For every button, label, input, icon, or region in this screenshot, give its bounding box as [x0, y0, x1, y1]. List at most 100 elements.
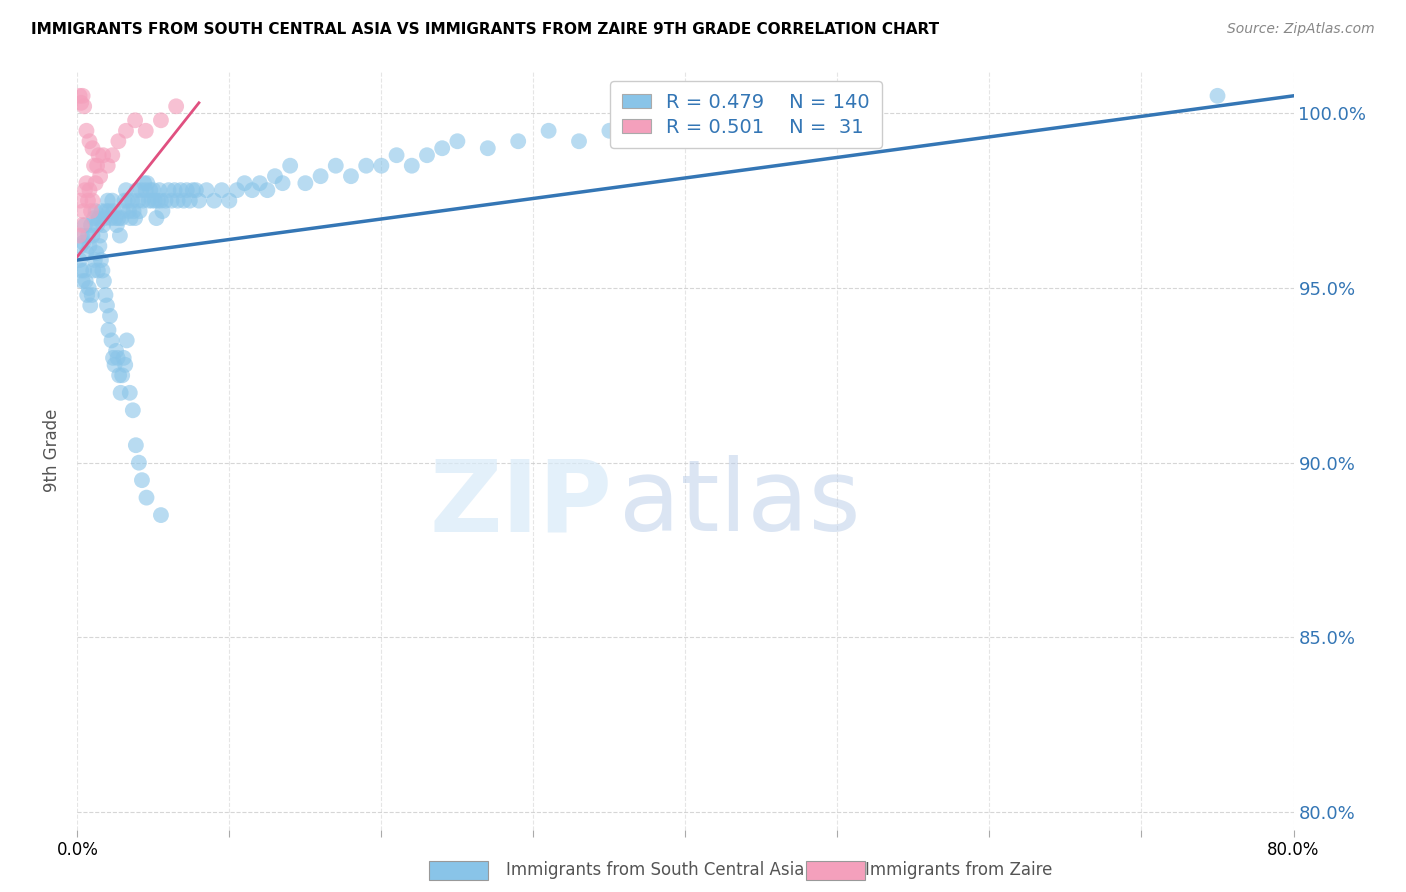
Point — [87, 148, 110, 162]
Point — [115, 183, 138, 197]
Point — [101, 351, 124, 365]
Point — [79, 183, 101, 197]
Point — [89, 239, 111, 253]
Point — [129, 183, 152, 197]
Point — [294, 176, 316, 190]
Point — [83, 253, 105, 268]
Point — [416, 148, 439, 162]
Point — [1206, 88, 1229, 103]
Point — [170, 183, 193, 197]
Point — [79, 134, 101, 148]
Text: atlas: atlas — [619, 455, 860, 552]
Point — [101, 194, 124, 208]
Point — [568, 134, 591, 148]
Point — [173, 194, 195, 208]
Point — [325, 159, 347, 173]
Point — [73, 99, 96, 113]
Text: IMMIGRANTS FROM SOUTH CENTRAL ASIA VS IMMIGRANTS FROM ZAIRE 9TH GRADE CORRELATIO: IMMIGRANTS FROM SOUTH CENTRAL ASIA VS IM… — [31, 22, 939, 37]
Point — [80, 218, 103, 232]
Point — [97, 194, 120, 208]
Point — [77, 281, 100, 295]
Point — [136, 176, 159, 190]
Point — [131, 473, 153, 487]
Point — [103, 204, 125, 219]
Point — [75, 246, 97, 260]
Point — [628, 113, 651, 128]
Point — [91, 218, 114, 232]
Point — [128, 456, 150, 470]
Point — [128, 204, 150, 219]
Point — [69, 88, 91, 103]
Point — [139, 183, 162, 197]
Point — [142, 183, 165, 197]
Point — [278, 159, 301, 173]
Point — [80, 204, 103, 219]
Point — [97, 323, 120, 337]
Point — [117, 194, 139, 208]
Point — [181, 183, 204, 197]
Point — [107, 134, 129, 148]
Point — [149, 113, 172, 128]
Point — [82, 263, 104, 277]
Legend: R = 0.479    N = 140, R = 0.501    N =  31: R = 0.479 N = 140, R = 0.501 N = 31 — [610, 81, 882, 148]
Point — [111, 204, 134, 219]
Point — [157, 183, 180, 197]
Point — [105, 218, 128, 232]
Point — [72, 88, 94, 103]
Point — [149, 508, 172, 522]
Point — [82, 194, 104, 208]
Point — [70, 263, 93, 277]
Text: Immigrants from Zaire: Immigrants from Zaire — [865, 861, 1052, 879]
Point — [72, 274, 94, 288]
Point — [385, 148, 408, 162]
Point — [98, 309, 121, 323]
Point — [401, 159, 423, 173]
Point — [145, 211, 167, 226]
Point — [112, 351, 135, 365]
Point — [104, 211, 127, 226]
Point — [135, 183, 157, 197]
Point — [89, 228, 111, 243]
Y-axis label: 9th Grade: 9th Grade — [44, 409, 62, 492]
Point — [91, 148, 114, 162]
Text: Source: ZipAtlas.com: Source: ZipAtlas.com — [1227, 22, 1375, 37]
Point — [101, 148, 124, 162]
Point — [163, 183, 186, 197]
Point — [264, 169, 287, 184]
Point — [152, 204, 174, 219]
Point — [73, 218, 96, 232]
Point — [108, 228, 131, 243]
Point — [115, 124, 138, 138]
Point — [107, 211, 129, 226]
Point — [121, 403, 143, 417]
Point — [146, 194, 169, 208]
Point — [96, 204, 118, 219]
Point — [271, 176, 294, 190]
Point — [780, 113, 803, 128]
Point — [84, 204, 107, 219]
Point — [430, 141, 453, 155]
Point — [93, 211, 115, 226]
Point — [82, 228, 104, 243]
Point — [80, 288, 103, 302]
Point — [83, 211, 105, 226]
Point — [675, 124, 697, 138]
Point — [73, 263, 96, 277]
Point — [127, 194, 149, 208]
Point — [70, 218, 93, 232]
Point — [179, 194, 201, 208]
Point — [309, 169, 332, 184]
Point — [73, 183, 96, 197]
Point — [96, 298, 118, 312]
Point — [125, 438, 148, 452]
Point — [110, 385, 132, 400]
Point — [114, 358, 136, 372]
Point — [77, 194, 100, 208]
Point — [69, 239, 91, 253]
Point — [184, 183, 207, 197]
Point — [124, 113, 146, 128]
Point — [120, 211, 142, 226]
Point — [370, 159, 392, 173]
Point — [98, 204, 121, 219]
Point — [125, 183, 148, 197]
